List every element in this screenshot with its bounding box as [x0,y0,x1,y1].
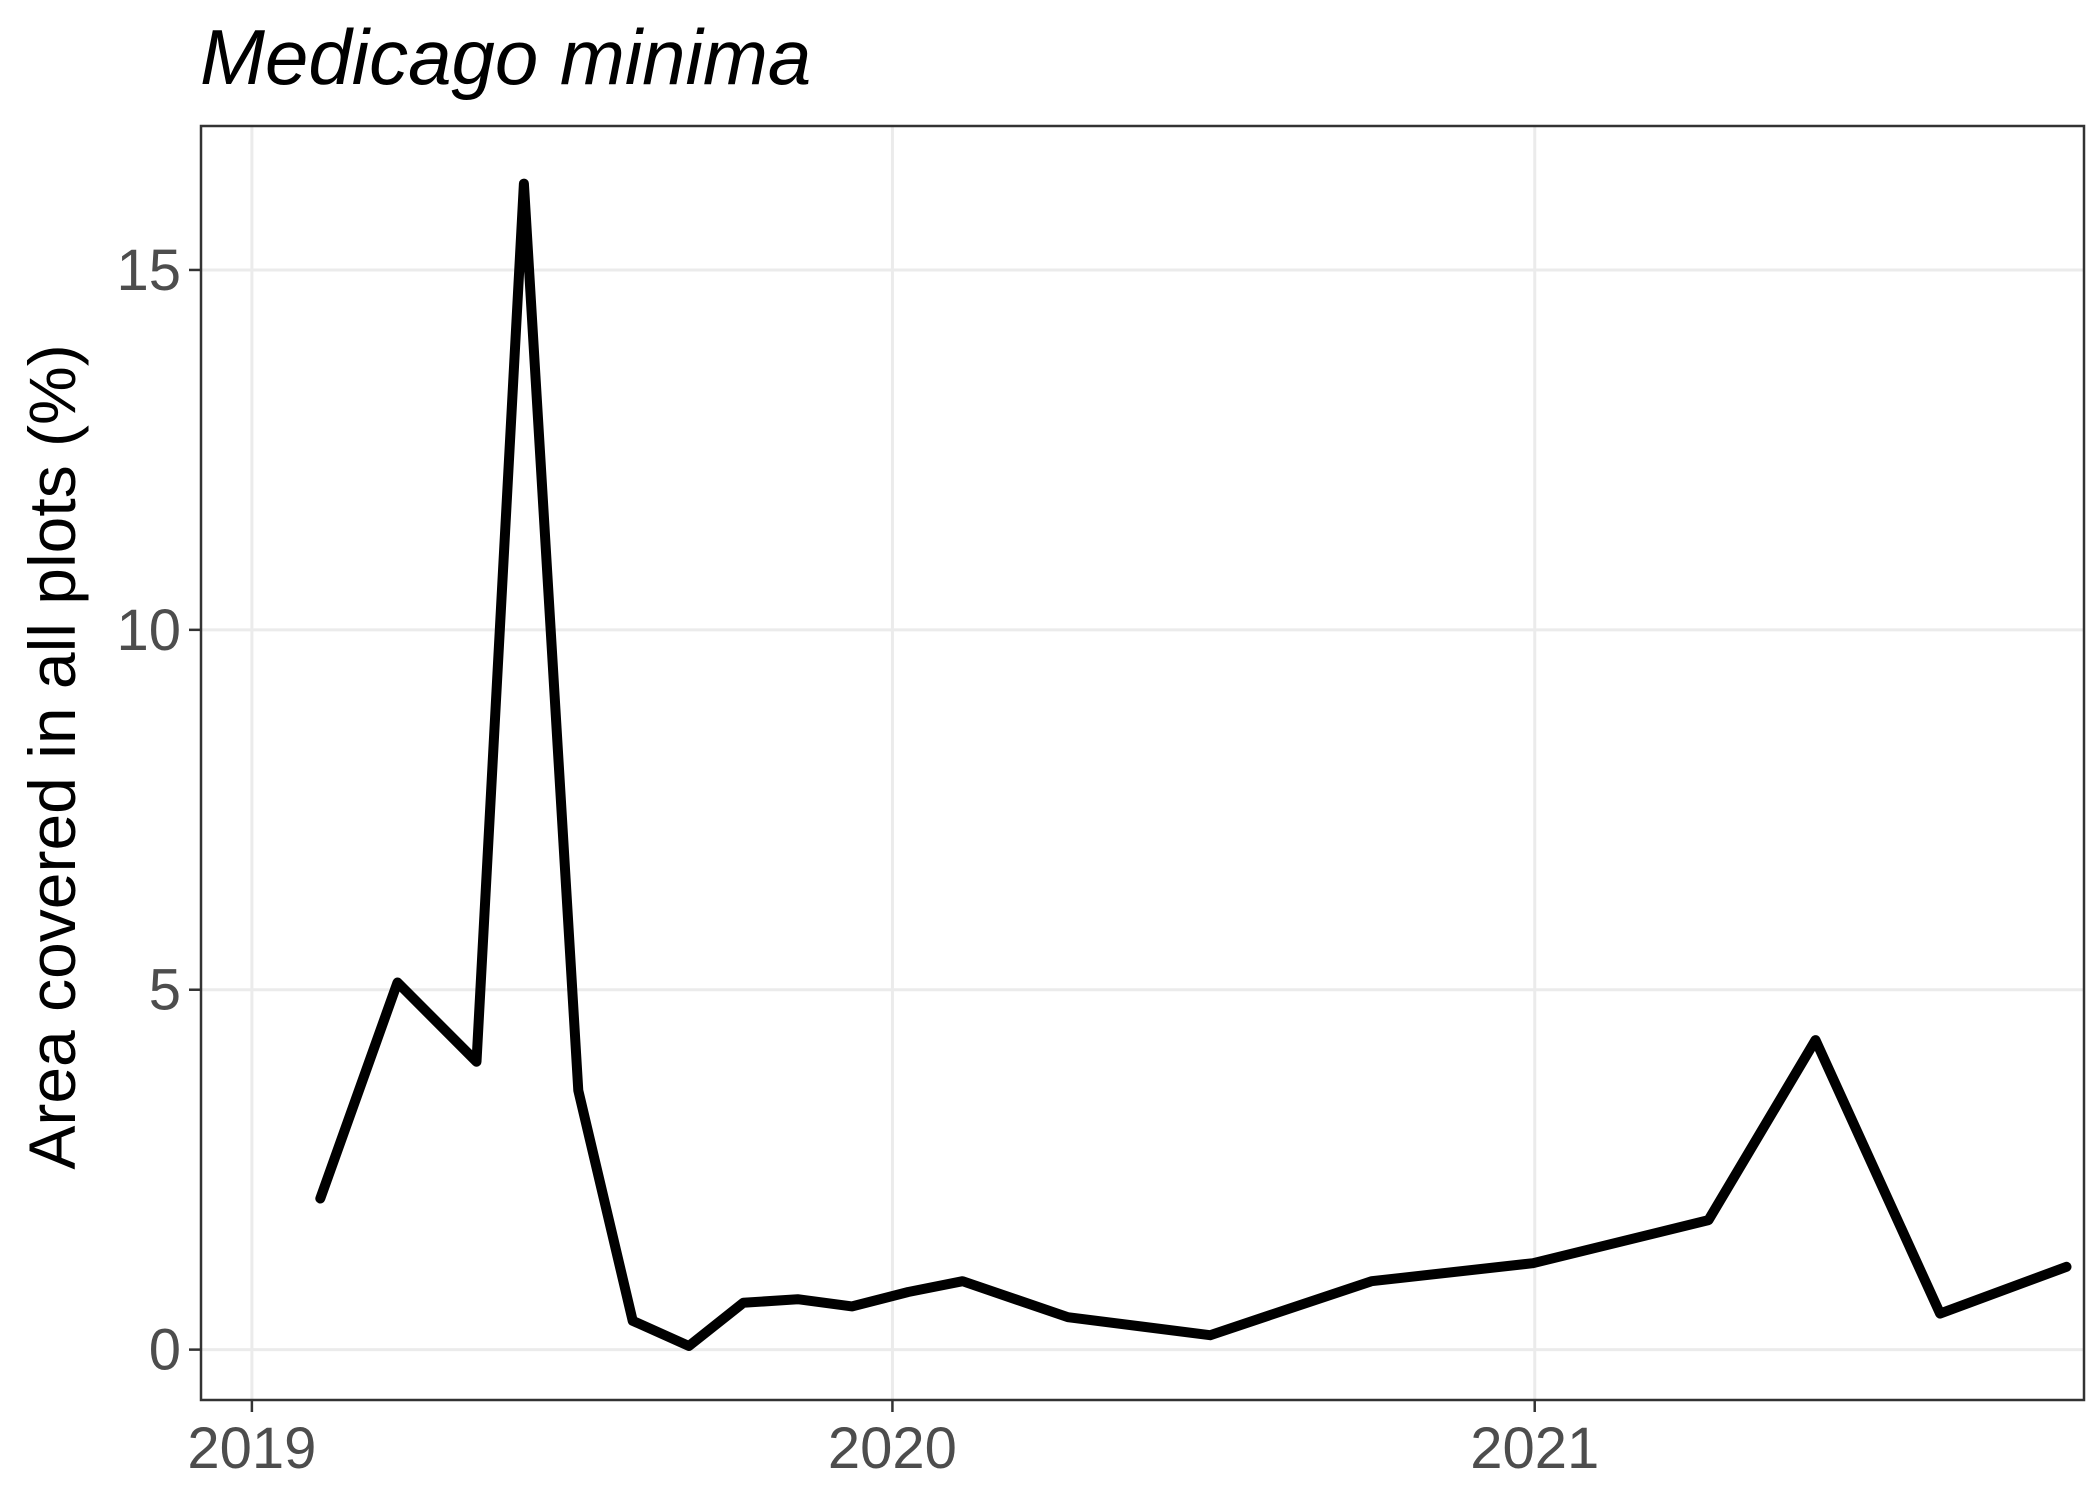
series-line [315,178,2072,1351]
series-layer [315,178,2072,1351]
y-axis-label: Area covered in all plots (%) [15,344,89,1169]
plot-panel-border [199,124,2086,1402]
axis-ticks: 0 5 10 15 2019 2020 2021 [116,238,1599,1481]
chart-title: Medicago minima [200,13,811,101]
y-tick-label: 0 [149,1318,181,1383]
y-tick-label: 10 [116,598,181,663]
x-tick-label: 2020 [828,1416,957,1481]
y-tick-label: 5 [149,958,181,1023]
x-tick-label: 2019 [187,1416,316,1481]
y-tick-label: 15 [116,238,181,303]
x-tick-label: 2021 [1470,1416,1599,1481]
gridlines [201,126,2084,1400]
